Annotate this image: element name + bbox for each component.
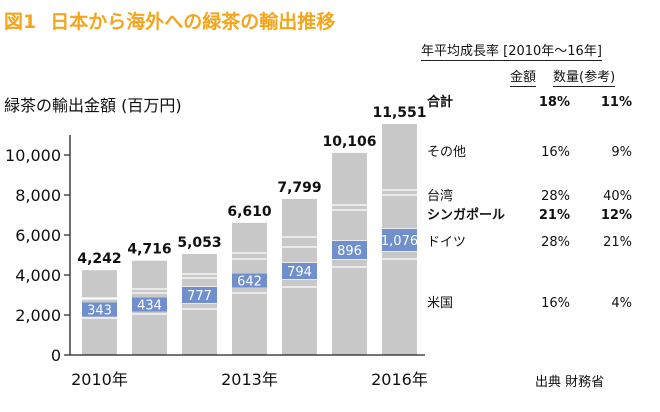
growth-row-volume: 9% bbox=[611, 145, 632, 160]
total-label: 7,799 bbox=[277, 180, 321, 196]
highlight-segment bbox=[132, 297, 167, 312]
growth-row-taiwan: 台湾 28% 40% bbox=[427, 188, 632, 206]
y-tick-label: 2,000 bbox=[15, 306, 61, 325]
growth-row-name: 米国 bbox=[427, 296, 454, 311]
highlight-segment bbox=[282, 263, 317, 279]
figure-label: 図1 bbox=[4, 11, 37, 33]
growth-row-volume: 40% bbox=[603, 189, 632, 204]
x-tick-label: 2013年 bbox=[221, 370, 278, 389]
growth-row-singapore: シンガポール 21% 12% bbox=[427, 207, 632, 225]
growth-row-name: その他 bbox=[427, 145, 467, 160]
growth-row-value: 16% bbox=[541, 296, 570, 311]
growth-row-value: 21% bbox=[538, 208, 570, 223]
growth-row-value: 28% bbox=[541, 235, 570, 250]
growth-row-name: 合計 bbox=[427, 95, 454, 110]
growth-row-volume: 11% bbox=[600, 95, 632, 110]
highlight-value-label: 434 bbox=[137, 299, 162, 314]
y-tick-label: 10,000 bbox=[5, 146, 61, 165]
figure-title: 図1 日本から海外への緑茶の輸出推移 bbox=[4, 7, 335, 34]
bar bbox=[182, 253, 217, 355]
growth-row-value: 16% bbox=[541, 145, 570, 160]
growth-row-name: シンガポール bbox=[427, 208, 506, 223]
highlight-segment bbox=[232, 273, 267, 288]
growth-row-others: その他 16% 9% bbox=[427, 144, 632, 162]
highlight-value-label: 777 bbox=[187, 289, 212, 304]
total-label: 4,716 bbox=[127, 242, 171, 258]
total-label: 11,551 bbox=[372, 105, 426, 121]
highlight-value-label: 642 bbox=[237, 275, 262, 290]
source-note: 出典 財務省 bbox=[535, 375, 605, 390]
total-label: 5,053 bbox=[177, 235, 221, 251]
y-tick-label: 0 bbox=[51, 346, 61, 365]
y-tick-label: 4,000 bbox=[15, 266, 61, 285]
y-axis-label: 緑茶の輸出金額 (百万円) bbox=[4, 96, 182, 115]
highlight-segment bbox=[82, 302, 117, 317]
growth-row-germany: ドイツ 28% 21% bbox=[427, 234, 632, 252]
growth-row-usa: 米国 16% 4% bbox=[427, 295, 632, 313]
highlight-value-label: 896 bbox=[337, 244, 362, 259]
highlight-value-label: 343 bbox=[87, 304, 112, 319]
total-label: 10,106 bbox=[322, 134, 376, 150]
growth-col-value: 金額 bbox=[510, 70, 537, 87]
highlight-segment bbox=[182, 287, 217, 303]
figure-title-text: 日本から海外への緑茶の輸出推移 bbox=[50, 11, 336, 33]
total-label: 4,242 bbox=[77, 251, 121, 267]
growth-row-value: 18% bbox=[538, 95, 570, 110]
x-tick-label: 2016年 bbox=[371, 370, 428, 389]
total-label: 6,610 bbox=[227, 204, 272, 220]
growth-col-volume: 数量(参考) bbox=[553, 70, 616, 87]
highlight-value-label: 794 bbox=[287, 265, 312, 280]
x-tick-label: 2010年 bbox=[71, 370, 128, 389]
growth-row-total: 合計 18% 11% bbox=[427, 94, 632, 112]
growth-row-name: 台湾 bbox=[427, 189, 454, 204]
highlight-value-label: 1,076 bbox=[381, 234, 418, 249]
y-tick-label: 6,000 bbox=[15, 226, 61, 245]
growth-row-volume: 4% bbox=[611, 296, 632, 311]
growth-row-value: 28% bbox=[541, 189, 570, 204]
highlight-segment bbox=[332, 241, 367, 259]
highlight-segment bbox=[382, 229, 417, 251]
growth-table-title: 年平均成長率 [2010年〜16年] bbox=[421, 44, 602, 61]
y-tick-label: 8,000 bbox=[15, 186, 61, 205]
growth-row-volume: 12% bbox=[600, 208, 632, 223]
growth-row-volume: 21% bbox=[603, 235, 632, 250]
bar bbox=[232, 222, 267, 355]
growth-row-name: ドイツ bbox=[427, 235, 467, 250]
